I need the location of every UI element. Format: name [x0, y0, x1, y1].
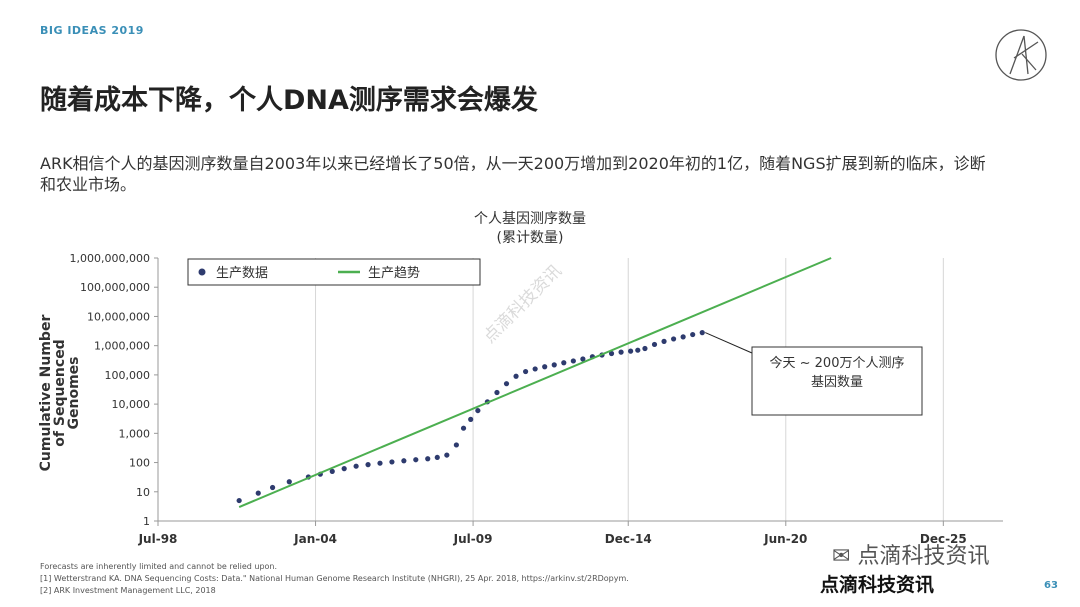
legend-label-trend: 生产趋势: [368, 265, 420, 281]
data-point: [494, 389, 500, 396]
page-number: 63: [1044, 580, 1058, 591]
data-point: [580, 356, 586, 362]
chart-title: 个人基因测序数量 (累计数量): [460, 210, 600, 248]
data-point: [269, 484, 276, 491]
data-point: [468, 416, 474, 422]
trend-line: [238, 257, 832, 508]
page-description: ARK相信个人的基因测序数量自2003年以来已经增长了50倍，从一天200万增加…: [40, 154, 986, 194]
x-tick-label: Dec-14: [605, 532, 652, 546]
data-point: [635, 347, 641, 353]
data-point: [389, 459, 395, 465]
annotation-leader: [705, 332, 753, 354]
data-point: [329, 468, 335, 474]
data-point: [699, 329, 705, 336]
data-point: [444, 452, 450, 458]
wechat-watermark: ✉ 点滴科技资讯: [832, 538, 989, 570]
legend-dot-marker: [198, 268, 206, 276]
annotation-text: 今天 ~ 200万个人测序: [770, 355, 905, 371]
y-tick-label: 10: [136, 486, 150, 499]
data-point: [661, 338, 667, 344]
y-tick-label: 1,000,000,000: [70, 252, 150, 265]
data-point: [377, 460, 383, 466]
x-tick-label: Jun-20: [763, 532, 807, 546]
y-tick-label: 1,000,000: [94, 340, 150, 353]
ark-logo-icon: [995, 29, 1047, 81]
wechat-watermark-text: 点滴科技资讯: [857, 544, 990, 569]
y-tick-label: 100,000: [105, 369, 151, 382]
data-point: [255, 490, 261, 496]
footnote-line-2: [1] Wetterstrand KA. DNA Sequencing Cost…: [40, 574, 629, 583]
data-point: [475, 407, 481, 414]
annotation-text: 基因数量: [811, 375, 863, 390]
data-point: [341, 466, 347, 472]
data-point: [413, 457, 419, 463]
data-point: [503, 381, 510, 387]
data-point: [425, 456, 431, 462]
data-point: [286, 479, 292, 485]
data-point: [561, 360, 567, 366]
brand-label: BIG IDEAS 2019: [40, 24, 144, 37]
data-point: [608, 350, 615, 357]
data-point: [680, 334, 686, 340]
data-point: [401, 458, 407, 464]
x-tick-label: Jul-09: [453, 532, 493, 546]
data-point: [551, 362, 557, 368]
data-point: [353, 463, 359, 469]
footnote-line-3: [2] ARK Investment Management LLC, 2018: [40, 586, 216, 595]
y-tick-label: 1,000: [119, 427, 151, 440]
data-point: [618, 349, 624, 355]
x-tick-label: Jul-98: [138, 532, 178, 546]
annotation-box: [751, 346, 923, 416]
footnote-line-1: Forecasts are inherently limited and can…: [40, 562, 278, 571]
page-title: 随着成本下降，个人DNA测序需求会爆发: [40, 85, 538, 116]
y-tick-label: 100,000,000: [80, 281, 150, 294]
data-point: [628, 348, 634, 354]
data-point: [670, 336, 677, 342]
data-point: [542, 364, 548, 370]
data-point: [570, 358, 576, 364]
data-point: [460, 425, 467, 431]
footer-watermark: 点滴科技资讯: [820, 574, 935, 596]
data-point: [365, 462, 371, 468]
y-tick-label: 100: [129, 457, 150, 470]
data-point: [690, 331, 696, 338]
data-point: [453, 442, 459, 448]
data-point: [642, 345, 648, 352]
y-tick-label: 1: [143, 515, 150, 528]
data-point: [651, 341, 658, 348]
x-tick-label: Jan-04: [293, 532, 337, 546]
chart-title-line-2: (累计数量): [496, 230, 564, 246]
data-point: [236, 497, 242, 504]
legend-label-data: 生产数据: [216, 266, 268, 281]
y-tick-label: 10,000: [112, 398, 151, 411]
chart-title-line-1: 个人基因测序数量: [474, 211, 586, 227]
data-point: [513, 373, 519, 379]
data-point: [532, 366, 538, 372]
x-tick-label: Dec-25: [920, 532, 967, 546]
data-point: [434, 454, 440, 461]
legend-box: [187, 258, 481, 286]
data-point: [522, 368, 529, 375]
y-tick-label: 10,000,000: [87, 310, 150, 323]
wechat-icon: ✉: [832, 544, 851, 569]
